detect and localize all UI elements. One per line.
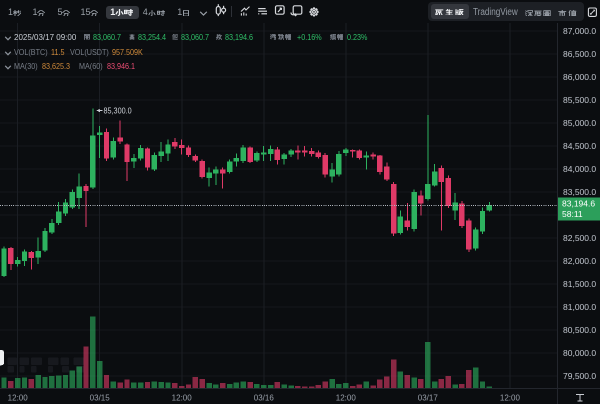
svg-text:85,500.0: 85,500.0	[563, 95, 596, 105]
svg-text:12:00: 12:00	[172, 394, 193, 403]
svg-text:83,194.6: 83,194.6	[562, 198, 595, 208]
svg-text:82,000.0: 82,000.0	[563, 256, 596, 266]
svg-text:85,300.0: 85,300.0	[104, 106, 133, 116]
svg-text:87,000.0: 87,000.0	[563, 26, 596, 36]
svg-text:84,500.0: 84,500.0	[563, 141, 596, 151]
svg-text:84,000.0: 84,000.0	[563, 164, 596, 174]
svg-text:58:11: 58:11	[562, 209, 583, 219]
svg-text:79,500.0: 79,500.0	[563, 371, 596, 381]
svg-text:82,500.0: 82,500.0	[563, 233, 596, 243]
svg-text:83,500.0: 83,500.0	[563, 187, 596, 197]
svg-text:03/17: 03/17	[418, 394, 439, 403]
svg-text:03/16: 03/16	[254, 394, 275, 403]
svg-text:12:00: 12:00	[336, 394, 357, 403]
svg-text:81,500.0: 81,500.0	[563, 279, 596, 289]
svg-text:12:00: 12:00	[8, 394, 29, 403]
svg-text:12:00: 12:00	[500, 394, 521, 403]
svg-text:86,000.0: 86,000.0	[563, 72, 596, 82]
svg-text:86,500.0: 86,500.0	[563, 49, 596, 59]
svg-text:80,500.0: 80,500.0	[563, 325, 596, 335]
svg-text:85,000.0: 85,000.0	[563, 118, 596, 128]
svg-text:81,000.0: 81,000.0	[563, 302, 596, 312]
svg-text:03/15: 03/15	[90, 394, 111, 403]
svg-text:80,000.0: 80,000.0	[563, 348, 596, 358]
